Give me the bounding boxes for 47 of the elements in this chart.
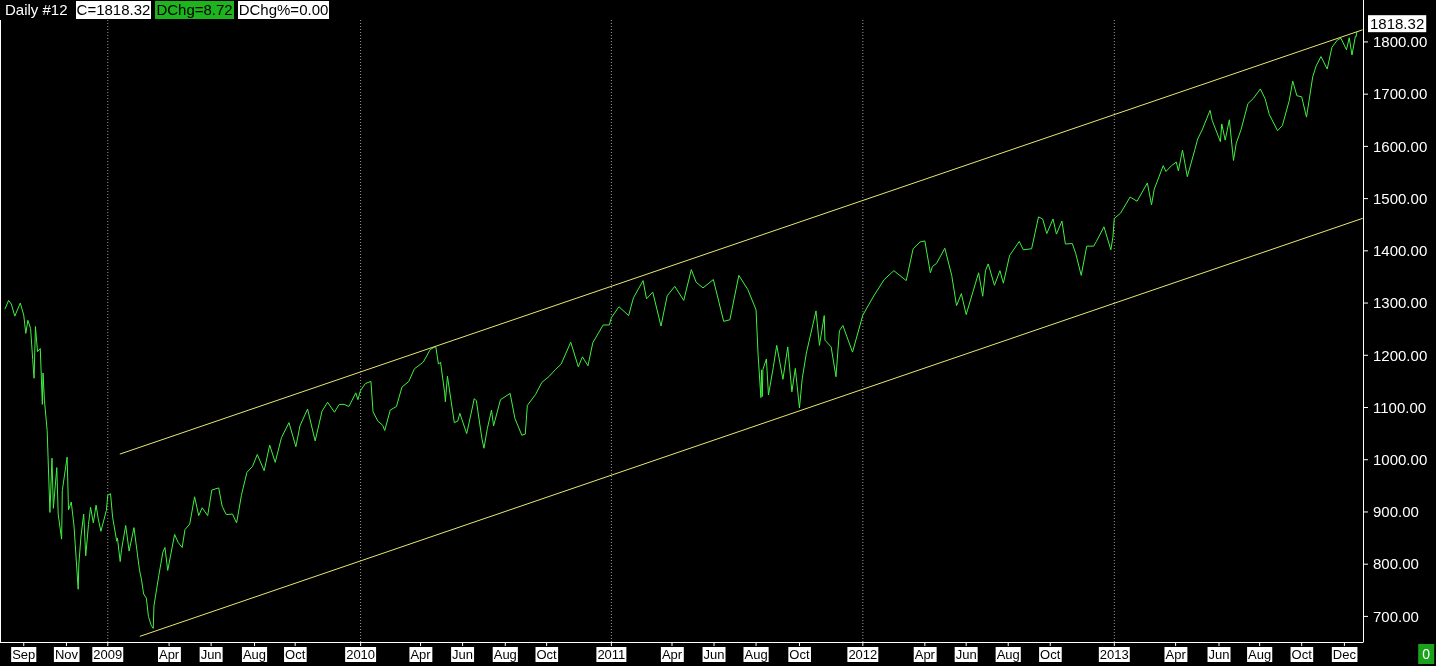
x-tick-label: Sep — [12, 647, 36, 662]
annotation: 1818.32 — [1370, 15, 1425, 33]
x-tick-label: Apr — [158, 647, 180, 662]
y-tick-label: 1200.00 — [1373, 346, 1428, 364]
x-tick-label: 2010 — [346, 647, 376, 662]
x-tick-label: Jun — [955, 647, 977, 662]
y-tick-label: 1000.00 — [1373, 450, 1428, 468]
x-tick-label: Apr — [1165, 647, 1187, 662]
text: DChg%=0.00 — [237, 1, 330, 19]
y-tick-label: 1800.00 — [1373, 33, 1428, 51]
x-tick-label: Jun — [703, 647, 725, 662]
x-tick-label: 2013 — [1099, 647, 1129, 662]
x-tick-label: Aug — [242, 647, 267, 662]
y-tick-label: 1700.00 — [1373, 85, 1428, 103]
x-tick-label: Jun — [452, 647, 474, 662]
y-tick-label: 1400.00 — [1373, 242, 1428, 260]
y-tick-label: 800.00 — [1373, 555, 1419, 573]
x-tick-label: Oct — [1040, 647, 1061, 662]
x-tick-label: Nov — [54, 647, 79, 662]
x-tick-label: Oct — [285, 647, 306, 662]
x-tick-label: Jun — [1208, 647, 1230, 662]
x-tick-label: Apr — [914, 647, 936, 662]
x-tick-label: 2012 — [848, 647, 878, 662]
text: C=1818.32 — [75, 1, 152, 19]
text: DChg=8.72 — [155, 1, 234, 19]
y-tick-label: 700.00 — [1373, 607, 1419, 625]
x-tick-label: Jun — [200, 647, 222, 662]
x-tick-label: Aug — [996, 647, 1020, 662]
x-tick-label: Dec — [1332, 647, 1357, 662]
line-series — [4, 31, 1358, 629]
x-tick-label: Oct — [536, 647, 558, 662]
x-tick-label: Oct — [1291, 647, 1313, 662]
chart-title: Daily #12 — [5, 1, 68, 19]
x-tick-label: Apr — [661, 647, 683, 662]
text: 0 — [1422, 646, 1431, 662]
x-tick-label: 2011 — [597, 647, 626, 662]
x-tick-label: Aug — [744, 647, 768, 662]
y-tick-label: 900.00 — [1373, 503, 1419, 521]
x-tick-label: Aug — [1248, 647, 1272, 662]
x-tick-label: Apr — [410, 647, 432, 662]
x-tick-label: Aug — [493, 647, 517, 662]
y-tick-label: 1600.00 — [1373, 137, 1428, 155]
y-tick-label: 1100.00 — [1373, 398, 1427, 416]
x-tick-label: 2009 — [93, 647, 123, 662]
x-tick-label: Oct — [789, 647, 810, 662]
y-tick-label: 1300.00 — [1373, 294, 1428, 312]
y-tick-label: 1500.00 — [1373, 189, 1428, 207]
